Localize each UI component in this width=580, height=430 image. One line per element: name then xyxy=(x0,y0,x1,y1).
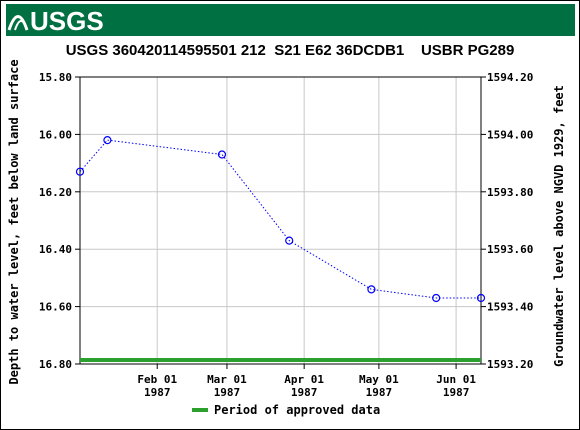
usgs-banner xyxy=(6,4,575,36)
data-point xyxy=(367,285,376,294)
y-tick-label-left: 16.40 xyxy=(39,243,72,256)
left-axis: 15.80 16.00 16.20 16.40 16.60 16.80 xyxy=(39,71,80,371)
legend: Period of approved data xyxy=(192,402,380,418)
usgs-logo-mark-icon xyxy=(7,15,29,31)
y-axis-label-left: Depth to water level, feet below land su… xyxy=(7,59,21,384)
series-line xyxy=(79,139,481,299)
x-tick-label-year: 1987 xyxy=(443,386,470,399)
plot-area-border xyxy=(79,76,482,365)
y-tick-label-left: 16.20 xyxy=(39,186,72,199)
data-point xyxy=(476,293,486,303)
y-tick-label-right: 1594.00 xyxy=(487,128,533,141)
x-tick-label-month: Feb 01 xyxy=(137,373,177,386)
series-layer xyxy=(75,136,486,303)
x-tick-label-month: Mar 01 xyxy=(207,373,247,386)
y-tick-label-right: 1594.20 xyxy=(487,71,533,84)
legend-swatch-approved xyxy=(192,408,208,412)
data-point xyxy=(75,167,85,176)
y-tick-label-right: 1593.80 xyxy=(487,186,533,199)
y-tick-label-right: 1593.20 xyxy=(487,358,533,371)
chart-title: USGS 360420114595501 212 S21 E62 36DCDB1… xyxy=(65,42,515,59)
y-tick-label-right: 1593.40 xyxy=(487,301,533,314)
x-tick-label-year: 1987 xyxy=(144,386,171,399)
grid xyxy=(80,77,481,364)
usgs-logo: USGS xyxy=(7,6,104,36)
x-tick-label-year: 1987 xyxy=(291,386,318,399)
x-tick-label-month: Jun 01 xyxy=(436,373,476,386)
x-tick-label-year: 1987 xyxy=(214,386,241,399)
y-tick-label-left: 16.00 xyxy=(39,128,72,141)
y-tick-label-left: 15.80 xyxy=(39,71,72,84)
x-tick-label-month: May 01 xyxy=(359,373,399,386)
data-point xyxy=(285,236,294,245)
data-point xyxy=(103,136,112,145)
x-tick-label-year: 1987 xyxy=(366,386,393,399)
y-axis-label-right: Groundwater level above NGVD 1929, feet xyxy=(552,85,566,367)
y-tick-label-left: 16.60 xyxy=(39,301,72,314)
usgs-logo-text: USGS xyxy=(30,6,104,36)
y-tick-label-right: 1593.60 xyxy=(487,243,533,256)
legend-label: Period of approved data xyxy=(214,403,381,417)
data-point xyxy=(217,150,227,159)
y-tick-label-left: 16.80 xyxy=(39,358,72,371)
data-point xyxy=(432,293,441,303)
right-axis: 1594.20 1594.00 1593.80 1593.60 1593.40 1593.… xyxy=(481,71,533,371)
approved-period-layer xyxy=(80,358,481,362)
approved-period-bar xyxy=(80,358,481,362)
x-tick-label-month: Apr 01 xyxy=(284,373,324,386)
